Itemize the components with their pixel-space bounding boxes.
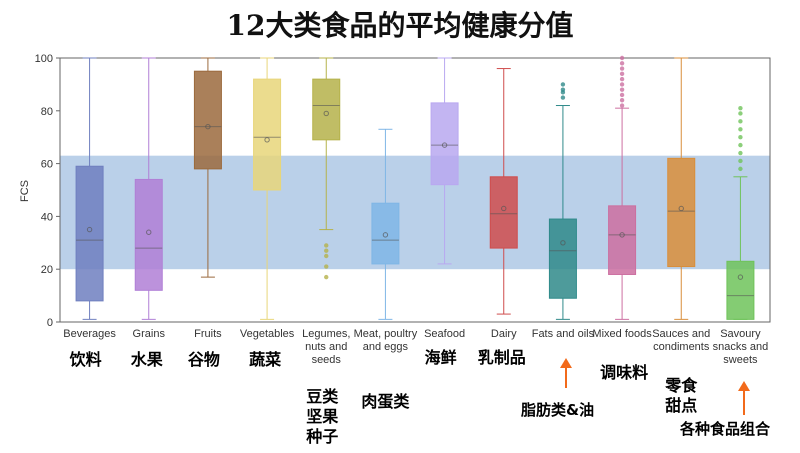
box-mixed-foods <box>608 55 637 320</box>
box-grains <box>134 57 163 320</box>
y-tick-label: 40 <box>41 211 53 223</box>
outlier-point <box>619 66 625 71</box>
x-tick-label-zh: 水果 <box>130 350 163 369</box>
mean-marker <box>678 205 684 212</box>
outlier-point <box>619 76 625 82</box>
mean-marker <box>323 110 329 117</box>
box-legumes-nuts-and-seeds <box>312 57 341 280</box>
box-iqr <box>548 218 577 299</box>
box-iqr <box>75 165 104 302</box>
outlier-point <box>324 253 329 259</box>
x-tick-label: Dairy <box>490 328 517 340</box>
box-iqr <box>430 102 459 186</box>
outlier-point <box>324 248 329 253</box>
outlier-point <box>738 119 743 124</box>
outlier-point <box>619 98 625 103</box>
box-dairy <box>489 68 518 315</box>
outlier-point <box>324 274 329 280</box>
plot-area-frame <box>59 57 771 323</box>
outlier-point <box>738 166 743 172</box>
x-tick-label: Fruits <box>194 328 222 340</box>
box-iqr <box>726 260 755 320</box>
outlier-point <box>738 111 743 116</box>
x-tick-label-zh: 豆类 坚果 种子 <box>306 387 339 446</box>
fats-oils-arrow <box>560 358 572 388</box>
box-meat-poultry-and-eggs <box>371 128 400 320</box>
reference-band <box>60 155 770 270</box>
outlier-point <box>738 135 743 140</box>
box-iqr <box>312 78 341 141</box>
chart-title: 12大类食品的平均健康分值 <box>226 9 574 42</box>
outlier-point <box>324 264 329 269</box>
savoury-snacks-arrow <box>738 381 750 415</box>
outlier-point <box>738 142 743 148</box>
outlier-point <box>619 82 625 87</box>
y-axis-label: FCS <box>19 180 31 202</box>
outlier-point <box>560 82 566 87</box>
box-iqr <box>371 202 400 265</box>
x-tick-label: Savoury snacks and sweets <box>712 328 769 366</box>
outlier-point <box>738 150 743 156</box>
y-tick-label: 80 <box>41 106 53 118</box>
x-tick-label-zh: 肉蛋类 <box>361 392 410 411</box>
outlier-point <box>619 71 625 77</box>
mean-marker <box>501 205 507 212</box>
box-fruits <box>193 57 222 278</box>
x-tick-label: Beverages <box>63 328 116 340</box>
x-tick-label: Sauces and condiments <box>652 328 711 353</box>
box-savoury-snacks-and-sweets <box>726 105 755 320</box>
box-fats-and-oils <box>548 82 577 320</box>
mean-marker <box>264 137 270 143</box>
x-tick-label: Vegetables <box>239 328 295 340</box>
box-sauces-and-condiments <box>667 57 696 320</box>
outlier-point <box>619 92 625 98</box>
outlier-point <box>738 158 743 164</box>
box-iqr <box>608 205 637 275</box>
y-tick-label: 0 <box>47 317 53 329</box>
outlier-point <box>619 103 625 108</box>
box-seafood <box>430 57 459 265</box>
box-beverages <box>75 57 104 320</box>
box-iqr <box>667 157 696 268</box>
outlier-point <box>619 87 625 92</box>
x-tick-label-zh: 饮料 <box>69 350 102 369</box>
mean-marker <box>205 123 211 130</box>
x-tick-label-zh: 海鲜 <box>424 348 457 367</box>
outlier-point <box>324 243 329 248</box>
outlier-point <box>560 95 566 100</box>
savoury-snacks-annotation: 各种食品组合 <box>680 420 771 438</box>
outlier-point <box>619 55 625 61</box>
x-tick-label: Mixed foods <box>592 328 652 340</box>
outlier-point <box>738 127 743 132</box>
box-iqr <box>489 176 518 249</box>
x-tick-label: Meat, poultry and eggs <box>353 328 418 353</box>
mean-marker <box>441 142 448 148</box>
box-vegetables <box>253 57 282 320</box>
mean-marker <box>382 232 389 238</box>
y-tick-label: 20 <box>41 264 53 276</box>
x-tick-label-zh: 调味料 <box>600 363 649 382</box>
x-tick-label-zh: 零食 甜点 <box>665 376 698 415</box>
x-tick-label-zh: 谷物 <box>187 350 220 369</box>
mean-marker <box>146 229 152 235</box>
mean-marker <box>86 226 93 233</box>
mean-marker <box>560 240 566 246</box>
fats-oils-annotation: 脂肪类&油 <box>521 401 595 419</box>
x-tick-label: Legumes, nuts and seeds <box>302 328 351 366</box>
y-tick-label: 60 <box>41 159 53 171</box>
mean-marker <box>737 274 744 280</box>
x-tick-label: Grains <box>132 328 165 340</box>
x-tick-label-zh: 乳制品 <box>477 348 526 367</box>
y-tick-label: 100 <box>35 53 53 65</box>
outlier-point <box>560 87 566 92</box>
mean-marker <box>619 232 625 238</box>
box-iqr <box>193 70 222 170</box>
outlier-point <box>738 105 743 111</box>
x-tick-label-zh: 蔬菜 <box>249 350 282 369</box>
x-tick-label: Seafood <box>424 328 466 340</box>
box-iqr <box>253 78 282 191</box>
x-tick-label: Fats and oils <box>531 328 595 340</box>
outlier-point <box>619 61 625 66</box>
